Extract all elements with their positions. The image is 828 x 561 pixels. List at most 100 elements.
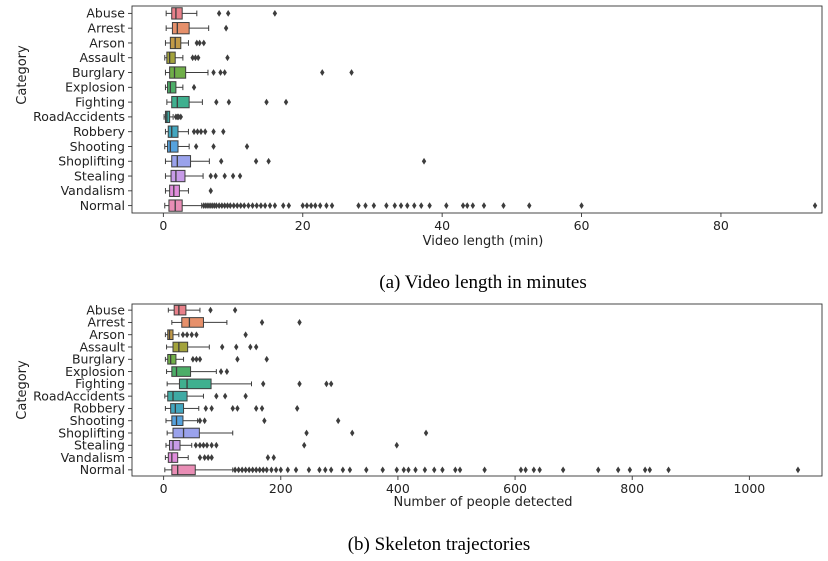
box-assault xyxy=(166,51,176,64)
outlier-point xyxy=(518,466,524,474)
outlier-point xyxy=(222,69,227,76)
outlier-point xyxy=(244,143,250,150)
x-tick-label: 40 xyxy=(434,218,450,233)
y-axis-label: Category xyxy=(15,45,30,105)
outlier-point xyxy=(242,202,247,210)
outlier-point xyxy=(214,202,219,210)
outlier-point xyxy=(666,466,671,474)
y-tick-label: Shoplifting xyxy=(58,425,125,440)
outlier-point xyxy=(297,319,302,326)
outlier-point xyxy=(208,187,213,195)
x-axis-label: Video length (min) xyxy=(423,234,544,249)
outlier-point xyxy=(201,39,206,47)
outlier-point xyxy=(273,466,279,474)
outlier-point xyxy=(481,202,487,210)
outlier-point xyxy=(423,429,429,437)
y-tick-label: Shoplifting xyxy=(58,154,125,169)
outlier-point xyxy=(421,157,427,165)
y-tick-label: Burglary xyxy=(72,65,126,80)
outlier-point xyxy=(269,466,274,474)
outlier-point xyxy=(313,202,318,210)
outlier-point xyxy=(324,380,329,388)
y-tick-label: Fighting xyxy=(75,376,125,391)
outlier-point xyxy=(216,9,222,17)
y-tick-label: Robbery xyxy=(73,401,125,416)
outlier-point xyxy=(465,202,470,210)
outlier-point xyxy=(262,202,268,210)
y-tick-label: Explosion xyxy=(65,80,125,95)
outlier-point xyxy=(202,454,207,461)
outlier-point xyxy=(356,202,361,210)
outlier-point xyxy=(237,172,243,180)
box-shoplifting xyxy=(172,427,200,439)
outlier-point xyxy=(281,202,286,210)
x-axis-label: Number of people detected xyxy=(393,495,572,510)
outlier-point xyxy=(221,128,226,136)
outlier-point xyxy=(222,202,227,210)
outlier-point xyxy=(197,39,202,47)
outlier-point xyxy=(304,202,310,210)
outlier-point xyxy=(250,202,255,210)
y-tick-label: RoadAccidents xyxy=(33,109,125,124)
outlier-point xyxy=(266,157,271,165)
outlier-point xyxy=(470,202,476,210)
x-tick-label: 1000 xyxy=(733,481,765,496)
outlier-point xyxy=(191,128,197,136)
outlier-point xyxy=(253,157,259,165)
outlier-point xyxy=(482,466,487,474)
outlier-point xyxy=(795,466,801,474)
outlier-point xyxy=(232,466,238,474)
box-explosion xyxy=(167,81,177,94)
outlier-point xyxy=(194,355,199,363)
outlier-point xyxy=(394,441,399,449)
outlier-point xyxy=(308,202,314,210)
outlier-point xyxy=(261,380,266,388)
outlier-point xyxy=(224,368,230,375)
outlier-point xyxy=(228,202,233,210)
outlier-point xyxy=(261,466,266,474)
outlier-point xyxy=(317,202,323,210)
outlier-point xyxy=(223,24,229,32)
box-stealing xyxy=(168,439,181,451)
outlier-point xyxy=(180,331,186,339)
outlier-point xyxy=(444,202,449,210)
y-axis-label: Category xyxy=(15,360,30,420)
outlier-point xyxy=(222,392,228,400)
outlier-point xyxy=(254,202,259,210)
outlier-point xyxy=(197,441,203,449)
outlier-point xyxy=(190,355,196,363)
outlier-point xyxy=(235,355,240,363)
outlier-point xyxy=(211,143,216,150)
y-tick-label: Burglary xyxy=(72,352,126,367)
outlier-point xyxy=(286,202,292,210)
box-stealing xyxy=(170,169,186,183)
outlier-point xyxy=(579,202,584,210)
outlier-point xyxy=(642,466,648,474)
outlier-point xyxy=(347,466,353,474)
outlier-point xyxy=(246,466,252,474)
outlier-point xyxy=(191,83,197,91)
outlier-point xyxy=(262,417,267,425)
outlier-point xyxy=(211,128,216,136)
box-vandalism xyxy=(167,452,179,463)
outlier-point xyxy=(306,466,312,474)
outlier-point xyxy=(226,98,232,106)
outlier-point xyxy=(211,69,216,76)
outlier-point xyxy=(214,98,219,106)
outlier-point xyxy=(209,405,214,412)
outlier-point xyxy=(323,466,328,474)
y-tick-label: Robbery xyxy=(73,124,125,139)
outlier-point xyxy=(300,202,305,210)
outlier-point xyxy=(627,466,633,474)
outlier-point xyxy=(230,405,235,412)
outlier-point xyxy=(329,202,335,210)
outlier-point xyxy=(283,98,289,106)
outlier-point xyxy=(523,466,528,474)
outlier-point xyxy=(440,466,445,474)
y-tick-label: Arson xyxy=(89,327,125,342)
outlier-point xyxy=(204,441,210,449)
outlier-point xyxy=(203,405,209,412)
outlier-point xyxy=(349,69,354,76)
outlier-point xyxy=(194,331,199,339)
